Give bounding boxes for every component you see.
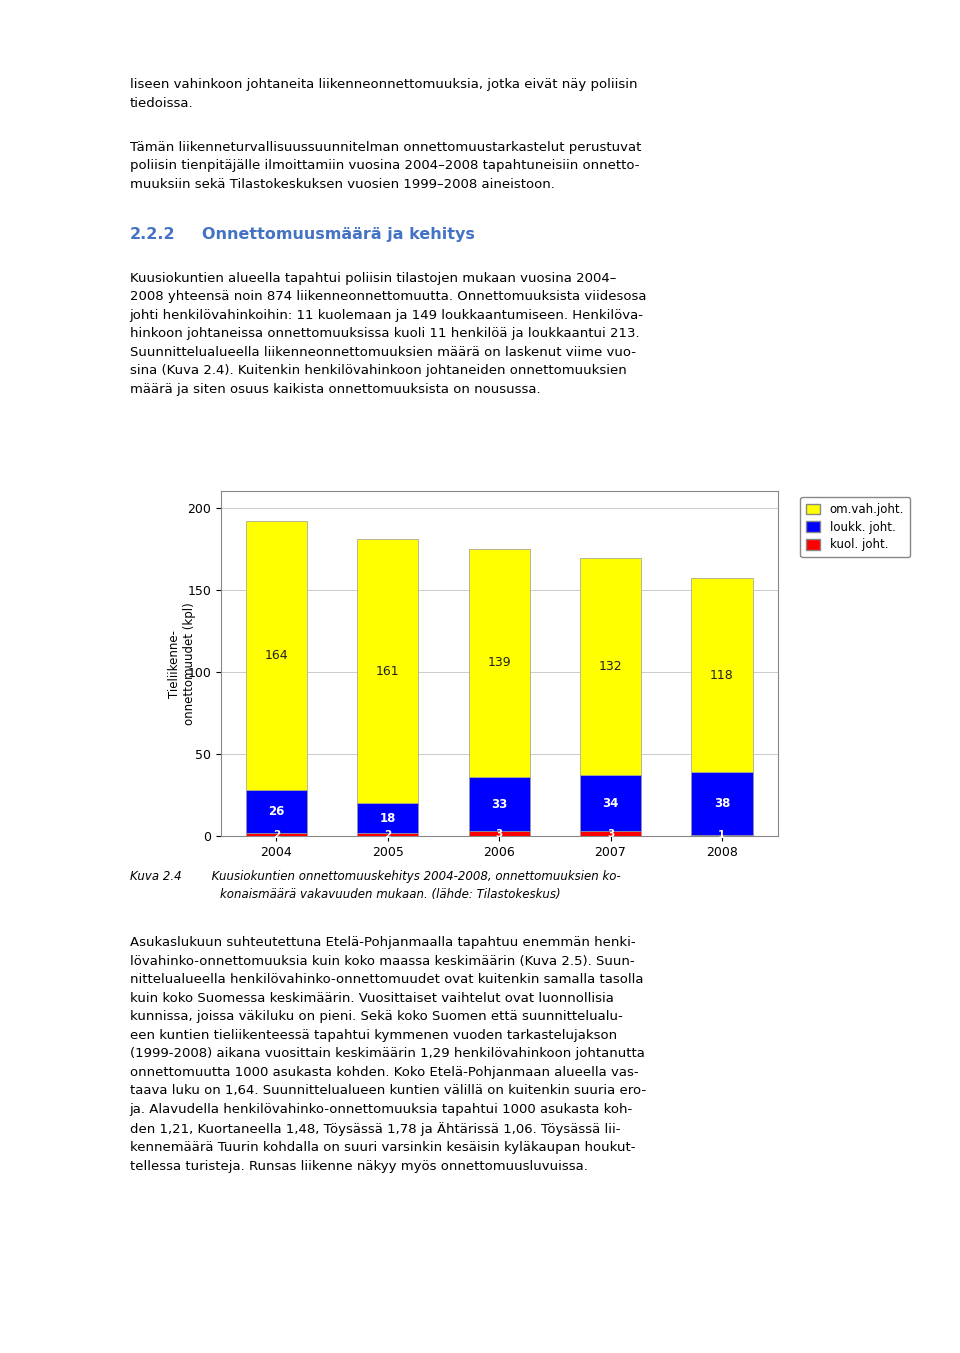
Bar bbox=[468, 777, 530, 831]
Text: 38: 38 bbox=[713, 797, 731, 810]
Text: 139: 139 bbox=[488, 656, 511, 670]
Text: 118: 118 bbox=[710, 668, 733, 682]
Text: 161: 161 bbox=[376, 664, 399, 678]
Bar bbox=[691, 773, 753, 835]
Bar bbox=[580, 559, 641, 775]
Bar bbox=[246, 833, 307, 836]
Y-axis label: Tieliikenne-
onnettomuudet (kpl): Tieliikenne- onnettomuudet (kpl) bbox=[168, 602, 196, 725]
Text: 15: 15 bbox=[919, 12, 936, 26]
Bar bbox=[357, 833, 419, 836]
Text: Alavuden, Kuortaneen, Töysän ja Ähtärin liikenneturvallisuussuunnitelma: Alavuden, Kuortaneen, Töysän ja Ähtärin … bbox=[29, 14, 436, 26]
Bar bbox=[691, 835, 753, 836]
Text: 3: 3 bbox=[607, 828, 614, 839]
Text: 3: 3 bbox=[495, 828, 503, 839]
Bar bbox=[246, 521, 307, 790]
Text: 26: 26 bbox=[268, 805, 285, 819]
Bar bbox=[246, 790, 307, 833]
Text: Asukaslukuun suhteutettuna Etelä-Pohjanmaalla tapahtuu enemmän henki-
lövahinko-: Asukaslukuun suhteutettuna Etelä-Pohjanm… bbox=[130, 936, 646, 1173]
Bar bbox=[468, 549, 530, 777]
Text: 33: 33 bbox=[492, 798, 507, 810]
Text: liseen vahinkoon johtaneita liikenneonnettomuuksia, jotka eivät näy poliisin
tie: liseen vahinkoon johtaneita liikenneonne… bbox=[130, 78, 637, 110]
Bar bbox=[580, 775, 641, 831]
Text: Onnettomuusmäärä ja kehitys: Onnettomuusmäärä ja kehitys bbox=[202, 227, 474, 242]
Bar bbox=[580, 831, 641, 836]
Text: 2: 2 bbox=[384, 829, 392, 839]
Bar bbox=[468, 831, 530, 836]
Text: 2.2.2: 2.2.2 bbox=[130, 227, 176, 242]
Text: 132: 132 bbox=[599, 660, 622, 674]
Text: Kuva 2.4        Kuusiokuntien onnettomuuskehitys 2004-2008, onnettomuuksien ko-
: Kuva 2.4 Kuusiokuntien onnettomuuskehity… bbox=[130, 870, 620, 901]
Bar bbox=[691, 578, 753, 773]
Text: Kuusiokuntien alueella tapahtui poliisin tilastojen mukaan vuosina 2004–
2008 yh: Kuusiokuntien alueella tapahtui poliisin… bbox=[130, 272, 646, 396]
Text: 164: 164 bbox=[265, 649, 288, 662]
Text: 34: 34 bbox=[602, 797, 619, 810]
Text: 1: 1 bbox=[718, 831, 726, 840]
Text: Tämän liikenneturvallisuussuunnitelman onnettomuustarkastelut perustuvat
poliisi: Tämän liikenneturvallisuussuunnitelman o… bbox=[130, 141, 641, 191]
Legend: om.vah.joht., loukk. joht., kuol. joht.: om.vah.joht., loukk. joht., kuol. joht. bbox=[801, 497, 910, 557]
Text: 2: 2 bbox=[273, 829, 280, 839]
Bar bbox=[357, 804, 419, 833]
Text: LIIKENNETURVALLISUUDEN NYKYTILA: LIIKENNETURVALLISUUDEN NYKYTILA bbox=[29, 41, 234, 50]
Bar bbox=[357, 538, 419, 804]
Text: 18: 18 bbox=[379, 812, 396, 824]
